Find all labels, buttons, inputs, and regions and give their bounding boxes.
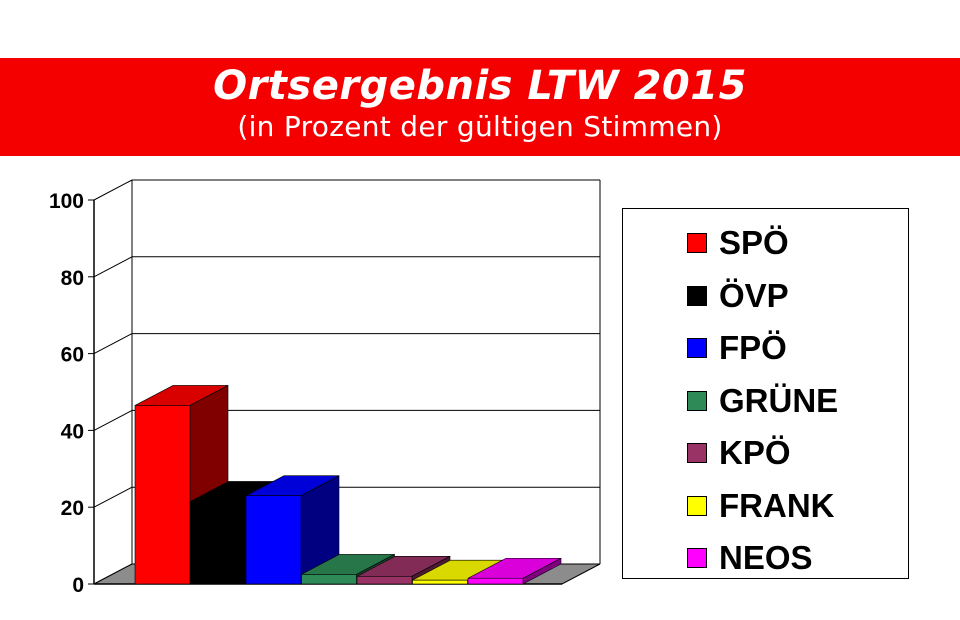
chart-title: Ortsergebnis LTW 2015 — [213, 63, 747, 109]
legend-label: GRÜNE — [719, 381, 839, 419]
y-tick-label: 80 — [61, 267, 84, 290]
side-gridline — [93, 486, 133, 508]
legend-item: FRANK — [687, 486, 835, 524]
legend-item: FPÖ — [687, 331, 787, 365]
legend-item: SPÖ — [687, 226, 789, 260]
legend-item: ÖVP — [687, 276, 789, 314]
legend-label: ÖVP — [719, 276, 789, 314]
legend-label: FRANK — [719, 486, 835, 524]
side-gridline — [93, 256, 133, 278]
legend-label: NEOS — [719, 539, 813, 576]
side-gridline — [93, 409, 133, 431]
y-tick-label: 60 — [61, 344, 84, 367]
legend-label: FPÖ — [719, 329, 787, 366]
title-banner: Ortsergebnis LTW 2015 (in Prozent der gü… — [0, 58, 960, 156]
bar-spö — [134, 405, 191, 585]
legend-item: NEOS — [687, 541, 813, 575]
legend-swatch — [687, 443, 707, 463]
y-tick-label: 40 — [61, 420, 84, 443]
bar-neos — [467, 577, 524, 585]
side-gridline — [93, 333, 133, 355]
y-tick-label: 20 — [61, 497, 84, 520]
legend-label: SPÖ — [719, 224, 789, 261]
legend-swatch — [687, 233, 707, 253]
bar-grüne — [301, 574, 357, 585]
y-tick-label: 0 — [72, 574, 84, 597]
y-tick-label: 100 — [49, 190, 84, 213]
legend-swatch — [687, 390, 707, 411]
legend-item: GRÜNE — [687, 381, 839, 419]
legend-swatch — [687, 338, 707, 358]
legend-label: KPÖ — [719, 434, 791, 471]
bar-övp — [190, 501, 246, 585]
chart-subtitle: (in Prozent der gültigen Stimmen) — [237, 110, 723, 143]
legend-item: KPÖ — [687, 436, 791, 470]
side-gridline — [93, 179, 133, 201]
legend-swatch — [687, 285, 707, 306]
bar-kpö — [356, 576, 413, 585]
legend: SPÖ ÖVP FPÖ GRÜNE KPÖ FRANK NEOS — [622, 208, 909, 579]
legend-swatch — [687, 548, 707, 568]
legend-swatch — [687, 495, 707, 516]
bar-fpö — [245, 495, 302, 585]
bar-frank — [412, 579, 468, 585]
